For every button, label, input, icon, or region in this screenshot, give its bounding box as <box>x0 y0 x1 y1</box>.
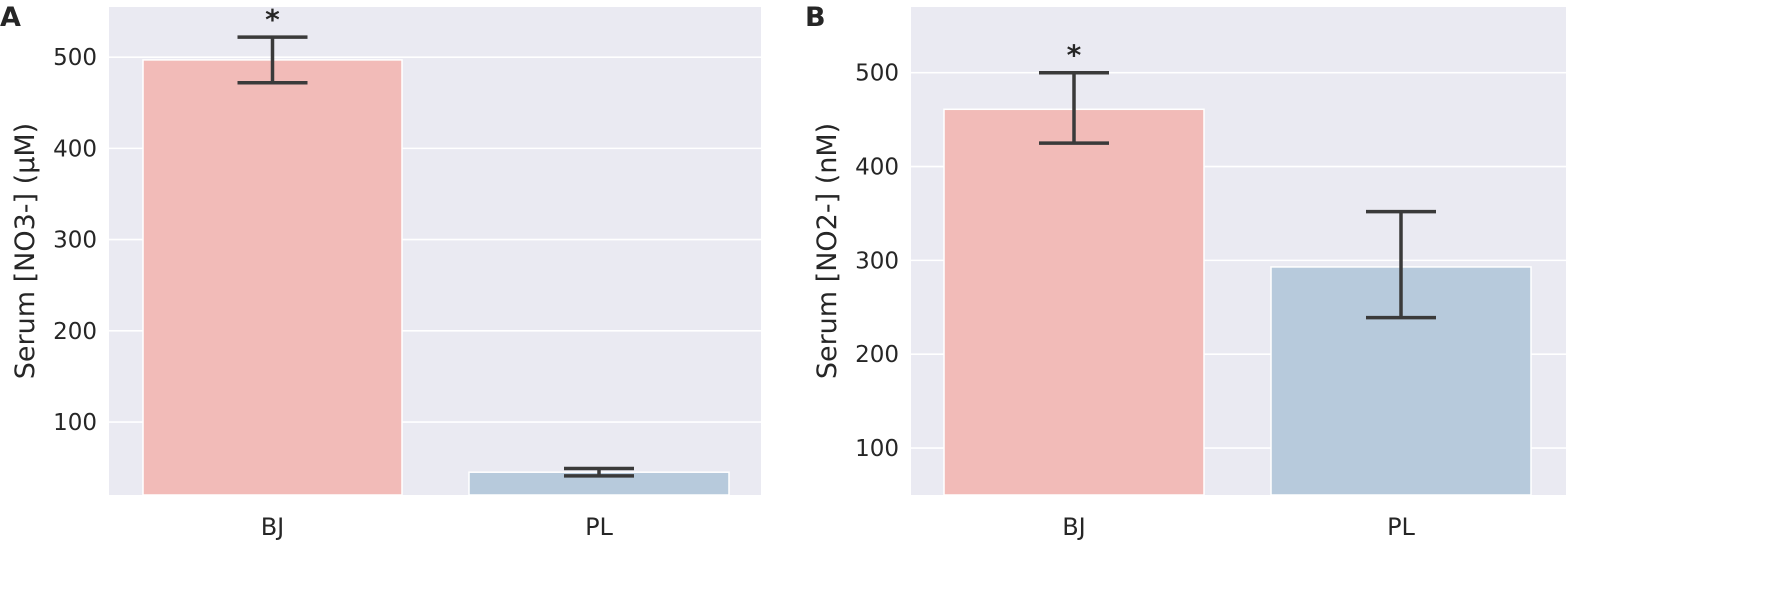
y-tick-label: 300 <box>855 248 899 274</box>
panel-letter: A <box>0 2 21 33</box>
panel-a: A 100 200 300 400 500 Serum [NO3-] (μM) * BJ PL <box>0 2 761 541</box>
y-axis-label: Serum [NO3-] (μM) <box>10 123 41 379</box>
x-tick-label-pl: PL <box>585 513 613 541</box>
y-axis-label: Serum [NO2-] (nM) <box>812 123 843 379</box>
x-tick-label-bj: BJ <box>1062 513 1086 541</box>
y-tick-label: 100 <box>855 436 899 462</box>
panel-letter: B <box>805 2 826 33</box>
bar-bj <box>943 108 1205 496</box>
y-tick-label: 300 <box>53 228 97 254</box>
significance-marker: * <box>265 3 280 36</box>
x-tick-label-pl: PL <box>1387 513 1415 541</box>
panel-b: B 100 200 300 400 500 Serum [NO2-] (nM) * BJ PL <box>805 2 1566 541</box>
y-tick-label: 200 <box>53 319 97 345</box>
bar-bj <box>142 59 403 496</box>
y-tick-label: 200 <box>855 342 899 368</box>
y-tick-label: 500 <box>855 61 899 87</box>
y-tick-label: 100 <box>53 410 97 436</box>
significance-marker: * <box>1067 39 1082 72</box>
x-tick-label-bj: BJ <box>261 513 285 541</box>
y-tick-label: 400 <box>53 136 97 162</box>
y-tick-label: 400 <box>855 155 899 181</box>
y-tick-label: 500 <box>53 45 97 71</box>
